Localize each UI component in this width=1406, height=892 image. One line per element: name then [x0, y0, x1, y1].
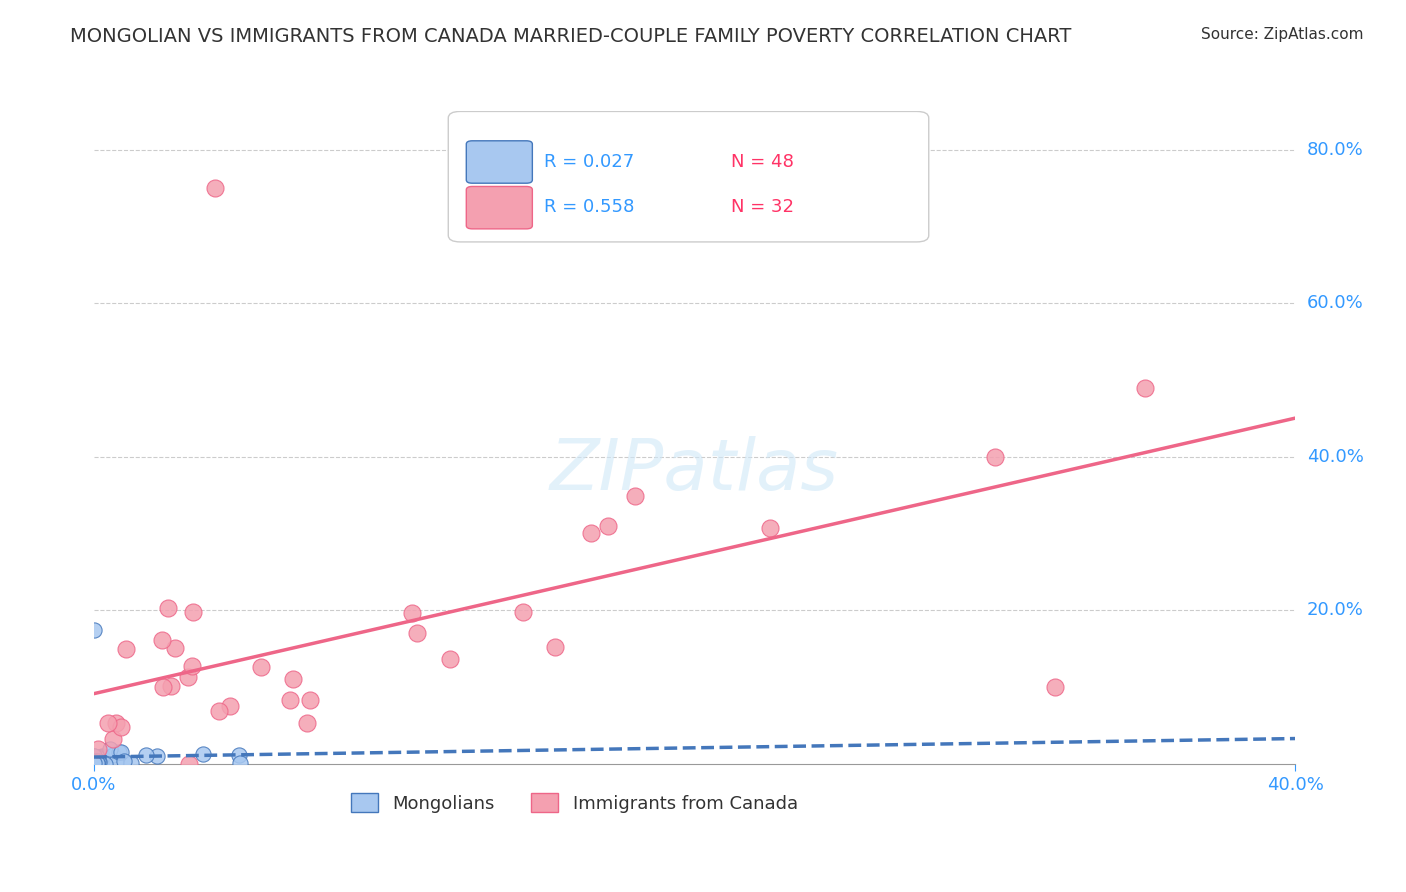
Point: [112, 754, 135, 768]
Point: [544, 640, 567, 655]
Point: [105, 755, 128, 769]
Point: [229, 756, 252, 770]
Point: [191, 747, 214, 762]
Point: [93, 756, 115, 771]
Point: [84, 756, 107, 770]
Point: [83, 749, 105, 764]
Point: [598, 518, 620, 533]
Point: [87, 755, 110, 769]
Point: [101, 731, 124, 746]
Point: [83, 756, 105, 770]
Point: [152, 633, 174, 648]
Point: [439, 652, 461, 666]
FancyBboxPatch shape: [467, 186, 533, 229]
Point: [90, 749, 112, 764]
Point: [146, 748, 169, 763]
Point: [87, 754, 110, 768]
Point: [89, 754, 111, 768]
Point: [181, 659, 204, 673]
Point: [84, 753, 107, 767]
Point: [87, 755, 110, 769]
Point: [135, 748, 157, 763]
Text: N = 32: N = 32: [731, 198, 793, 217]
Point: [98, 741, 121, 756]
Legend: Mongolians, Immigrants from Canada: Mongolians, Immigrants from Canada: [344, 786, 806, 820]
Point: [208, 704, 231, 718]
Point: [624, 489, 647, 503]
Point: [86, 756, 108, 770]
Text: N = 48: N = 48: [731, 153, 793, 170]
Point: [83, 756, 105, 771]
Point: [295, 715, 318, 730]
Point: [1043, 680, 1066, 694]
Point: [83, 756, 105, 771]
Point: [298, 692, 321, 706]
Point: [152, 680, 174, 694]
Point: [84, 756, 107, 771]
Point: [84, 756, 107, 771]
Point: [97, 715, 120, 730]
Point: [104, 715, 127, 730]
Text: 60.0%: 60.0%: [1308, 294, 1364, 312]
Point: [1133, 381, 1156, 395]
Point: [89, 751, 111, 765]
Point: [91, 755, 114, 769]
Text: 80.0%: 80.0%: [1308, 141, 1364, 159]
Point: [83, 754, 105, 768]
Point: [89, 755, 111, 769]
Point: [110, 745, 132, 759]
Point: [83, 749, 105, 764]
Text: 20.0%: 20.0%: [1308, 601, 1364, 619]
Point: [91, 752, 114, 766]
Point: [177, 670, 200, 684]
Point: [103, 748, 125, 763]
Text: 40.0%: 40.0%: [1308, 448, 1364, 466]
Text: R = 0.027: R = 0.027: [544, 153, 634, 170]
Point: [83, 750, 105, 764]
Point: [110, 720, 132, 734]
Point: [160, 680, 183, 694]
Text: R = 0.558: R = 0.558: [544, 198, 634, 217]
Point: [183, 605, 205, 619]
Point: [89, 752, 111, 766]
Point: [84, 753, 107, 767]
Point: [86, 755, 108, 769]
Point: [84, 755, 107, 769]
Point: [83, 756, 105, 770]
Point: [281, 672, 304, 686]
Text: Source: ZipAtlas.com: Source: ZipAtlas.com: [1201, 27, 1364, 42]
Point: [250, 660, 273, 674]
Point: [512, 606, 534, 620]
Point: [84, 756, 107, 771]
Point: [90, 749, 112, 764]
FancyBboxPatch shape: [467, 141, 533, 183]
Point: [87, 756, 110, 770]
Point: [86, 750, 108, 764]
Point: [759, 521, 782, 535]
Point: [86, 742, 108, 756]
Point: [83, 623, 105, 637]
Point: [89, 749, 111, 764]
Point: [984, 450, 1007, 464]
Point: [108, 744, 131, 758]
Text: ZIPatlas: ZIPatlas: [550, 436, 839, 505]
Text: MONGOLIAN VS IMMIGRANTS FROM CANADA MARRIED-COUPLE FAMILY POVERTY CORRELATION CH: MONGOLIAN VS IMMIGRANTS FROM CANADA MARR…: [70, 27, 1071, 45]
Point: [280, 693, 302, 707]
Point: [228, 747, 250, 762]
Point: [204, 181, 226, 195]
Point: [163, 640, 186, 655]
Point: [86, 756, 108, 770]
Point: [177, 756, 200, 771]
Point: [219, 698, 242, 713]
Point: [579, 526, 602, 541]
Point: [86, 749, 108, 764]
Point: [120, 756, 142, 770]
Point: [401, 606, 423, 620]
Point: [83, 756, 105, 771]
FancyBboxPatch shape: [449, 112, 929, 242]
Point: [405, 626, 427, 640]
Point: [115, 641, 138, 656]
Point: [157, 600, 180, 615]
